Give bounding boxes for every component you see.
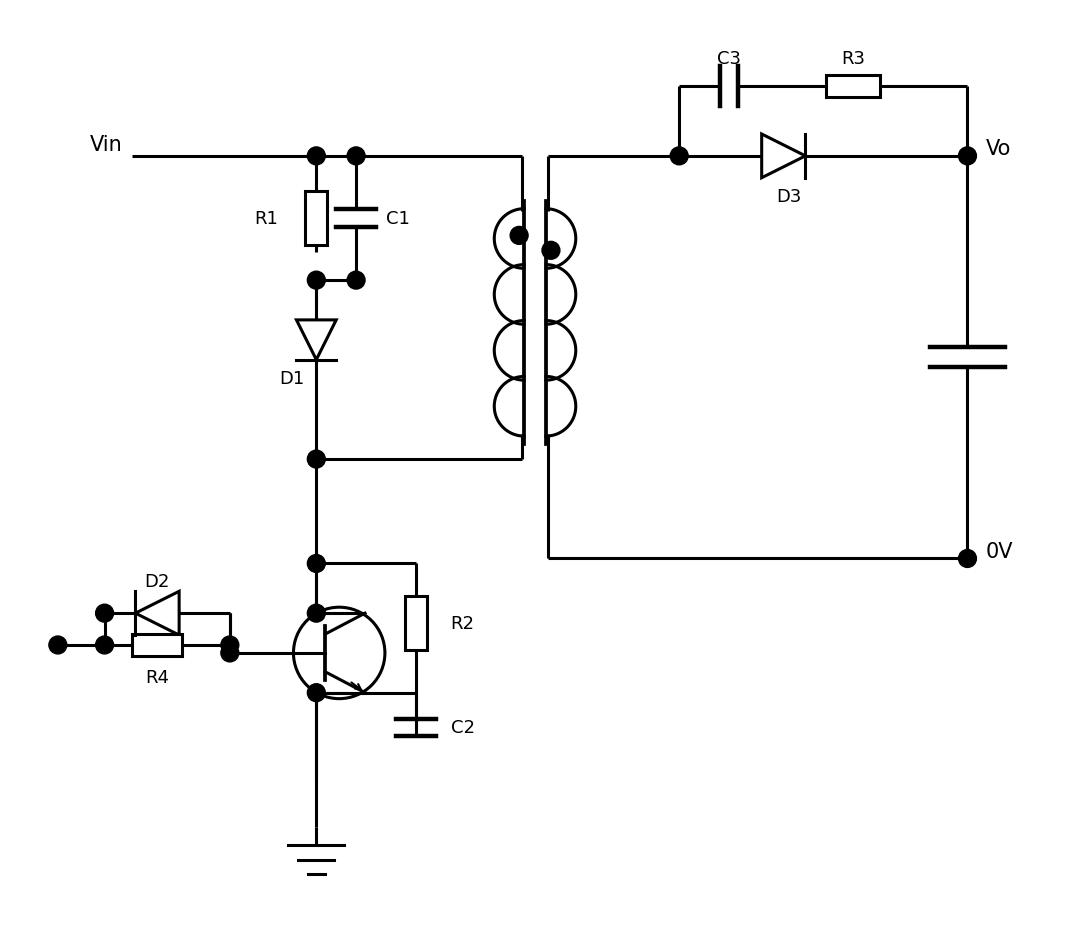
Circle shape	[510, 228, 528, 245]
Polygon shape	[296, 321, 336, 361]
Text: D2: D2	[145, 573, 170, 591]
Text: Vo: Vo	[985, 139, 1011, 159]
Circle shape	[308, 148, 325, 165]
Circle shape	[347, 272, 365, 290]
Circle shape	[96, 604, 113, 622]
Circle shape	[221, 645, 239, 662]
Circle shape	[308, 604, 325, 622]
Text: Vin: Vin	[90, 135, 122, 155]
Text: D3: D3	[775, 188, 801, 206]
Text: R2: R2	[450, 615, 474, 632]
Text: C3: C3	[717, 50, 741, 68]
Circle shape	[294, 608, 384, 699]
FancyBboxPatch shape	[306, 192, 327, 246]
Polygon shape	[761, 135, 806, 178]
Circle shape	[959, 550, 976, 568]
Circle shape	[347, 148, 365, 165]
Text: D1: D1	[279, 369, 305, 387]
Circle shape	[221, 636, 239, 654]
Text: R1: R1	[255, 210, 279, 228]
Circle shape	[49, 636, 67, 654]
FancyBboxPatch shape	[826, 76, 880, 98]
Circle shape	[959, 148, 976, 165]
FancyBboxPatch shape	[133, 634, 183, 656]
Circle shape	[308, 555, 325, 573]
Text: R3: R3	[841, 50, 865, 68]
Circle shape	[308, 450, 325, 468]
Circle shape	[308, 684, 325, 702]
Polygon shape	[135, 592, 179, 635]
Circle shape	[671, 148, 688, 165]
FancyBboxPatch shape	[405, 596, 427, 650]
Circle shape	[308, 272, 325, 290]
Text: C1: C1	[386, 210, 409, 228]
Text: 0V: 0V	[985, 541, 1013, 561]
Circle shape	[542, 242, 559, 260]
Text: C2: C2	[450, 718, 474, 736]
Circle shape	[96, 636, 113, 654]
Text: R4: R4	[146, 668, 170, 686]
